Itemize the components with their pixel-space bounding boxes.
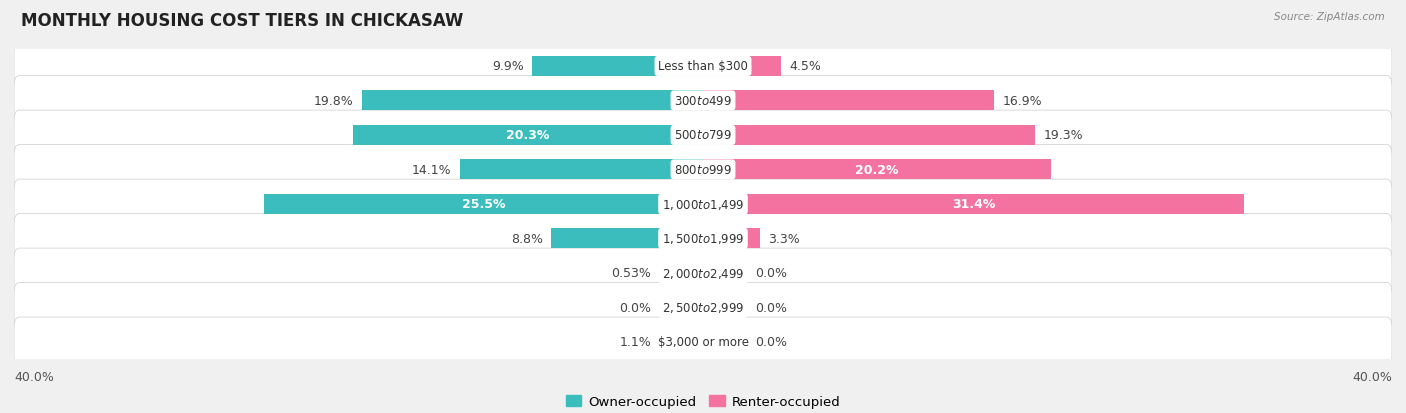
Text: 40.0%: 40.0%	[14, 370, 53, 382]
Text: 0.0%: 0.0%	[755, 301, 787, 314]
Bar	[551, 229, 703, 249]
Bar	[353, 126, 703, 146]
Bar	[703, 91, 994, 111]
FancyBboxPatch shape	[14, 249, 1392, 298]
Text: $500 to $799: $500 to $799	[673, 129, 733, 142]
Text: 0.53%: 0.53%	[612, 267, 651, 280]
Text: 0.0%: 0.0%	[755, 336, 787, 349]
Text: 16.9%: 16.9%	[1002, 95, 1042, 108]
Text: 31.4%: 31.4%	[952, 198, 995, 211]
Bar	[703, 126, 1035, 146]
Text: $1,500 to $1,999: $1,500 to $1,999	[662, 232, 744, 246]
FancyBboxPatch shape	[14, 42, 1392, 92]
Text: $2,000 to $2,499: $2,000 to $2,499	[662, 266, 744, 280]
FancyBboxPatch shape	[14, 283, 1392, 332]
Text: $800 to $999: $800 to $999	[673, 164, 733, 176]
Text: $1,000 to $1,499: $1,000 to $1,499	[662, 197, 744, 211]
Text: Source: ZipAtlas.com: Source: ZipAtlas.com	[1274, 12, 1385, 22]
Text: 9.9%: 9.9%	[492, 60, 524, 73]
Text: 14.1%: 14.1%	[412, 164, 451, 176]
Bar	[703, 160, 1050, 180]
FancyBboxPatch shape	[14, 317, 1392, 367]
Text: 1.1%: 1.1%	[620, 336, 651, 349]
FancyBboxPatch shape	[14, 76, 1392, 126]
Bar	[460, 160, 703, 180]
Bar	[659, 263, 703, 283]
Text: 19.3%: 19.3%	[1045, 129, 1084, 142]
Text: $3,000 or more: $3,000 or more	[658, 336, 748, 349]
Text: 20.2%: 20.2%	[855, 164, 898, 176]
Text: 0.0%: 0.0%	[755, 267, 787, 280]
Text: 3.3%: 3.3%	[769, 233, 800, 245]
FancyBboxPatch shape	[14, 145, 1392, 195]
Text: 20.3%: 20.3%	[506, 129, 550, 142]
FancyBboxPatch shape	[14, 214, 1392, 263]
FancyBboxPatch shape	[14, 180, 1392, 229]
Text: $300 to $499: $300 to $499	[673, 95, 733, 108]
Bar	[703, 57, 780, 77]
Bar	[361, 91, 703, 111]
Bar	[703, 229, 759, 249]
Bar	[703, 195, 1244, 214]
Text: MONTHLY HOUSING COST TIERS IN CHICKASAW: MONTHLY HOUSING COST TIERS IN CHICKASAW	[21, 12, 464, 30]
Text: 8.8%: 8.8%	[510, 233, 543, 245]
Bar	[264, 195, 703, 214]
Text: 4.5%: 4.5%	[789, 60, 821, 73]
Text: 25.5%: 25.5%	[461, 198, 505, 211]
Legend: Owner-occupied, Renter-occupied: Owner-occupied, Renter-occupied	[565, 396, 841, 408]
Text: 0.0%: 0.0%	[619, 301, 651, 314]
Text: 19.8%: 19.8%	[314, 95, 353, 108]
Text: 40.0%: 40.0%	[1353, 370, 1392, 382]
Text: $2,500 to $2,999: $2,500 to $2,999	[662, 301, 744, 315]
Bar	[659, 332, 703, 352]
Bar	[533, 57, 703, 77]
Text: Less than $300: Less than $300	[658, 60, 748, 73]
FancyBboxPatch shape	[14, 111, 1392, 160]
